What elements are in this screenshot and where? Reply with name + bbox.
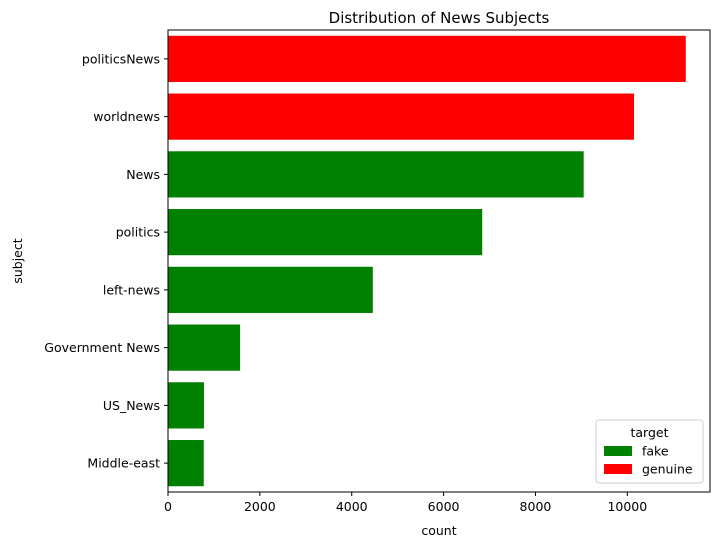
y-tick-label: US_News [103,398,160,413]
bar-politics [168,209,483,256]
legend-swatch-fake [604,446,632,456]
legend-title: target [630,425,668,440]
x-tick-label: 4000 [336,499,368,514]
y-tick-label: Government News [44,340,160,355]
bars-group [168,35,686,487]
y-axis-title: subject [10,238,25,283]
bar-us-news [168,382,204,429]
legend: target fake genuine [595,419,704,484]
x-tick-label: 8000 [520,499,552,514]
legend-swatch-genuine [604,464,632,474]
y-axis: politicsNews worldnews News politics left-ne… [44,51,168,471]
chart-title: Distribution of News Subjects [329,9,550,27]
y-tick-label: politicsNews [82,51,160,66]
x-tick-label: 0 [164,499,172,514]
bar-news [168,151,584,198]
y-tick-label: News [126,167,160,182]
x-tick-label: 2000 [244,499,276,514]
legend-entries: fake genuine [604,444,693,477]
x-axis-title: count [421,523,456,538]
bar-left-news [168,266,373,313]
y-tick-label: worldnews [93,109,160,124]
y-tick-label: politics [116,225,160,240]
bar-government-news [168,324,241,371]
bar-politicsnews [168,35,686,82]
x-tick-label: 10000 [607,499,647,514]
y-tick-label: left-news [103,282,160,297]
plot-frame [167,29,711,493]
legend-label-fake: fake [642,444,669,459]
bar-middle-east [168,440,204,487]
legend-label-genuine: genuine [642,462,693,477]
bar-worldnews [168,93,634,140]
y-tick-label: Middle-east [87,456,160,471]
x-tick-label: 6000 [428,499,460,514]
x-axis: 0 2000 4000 6000 8000 10000 [164,492,647,514]
